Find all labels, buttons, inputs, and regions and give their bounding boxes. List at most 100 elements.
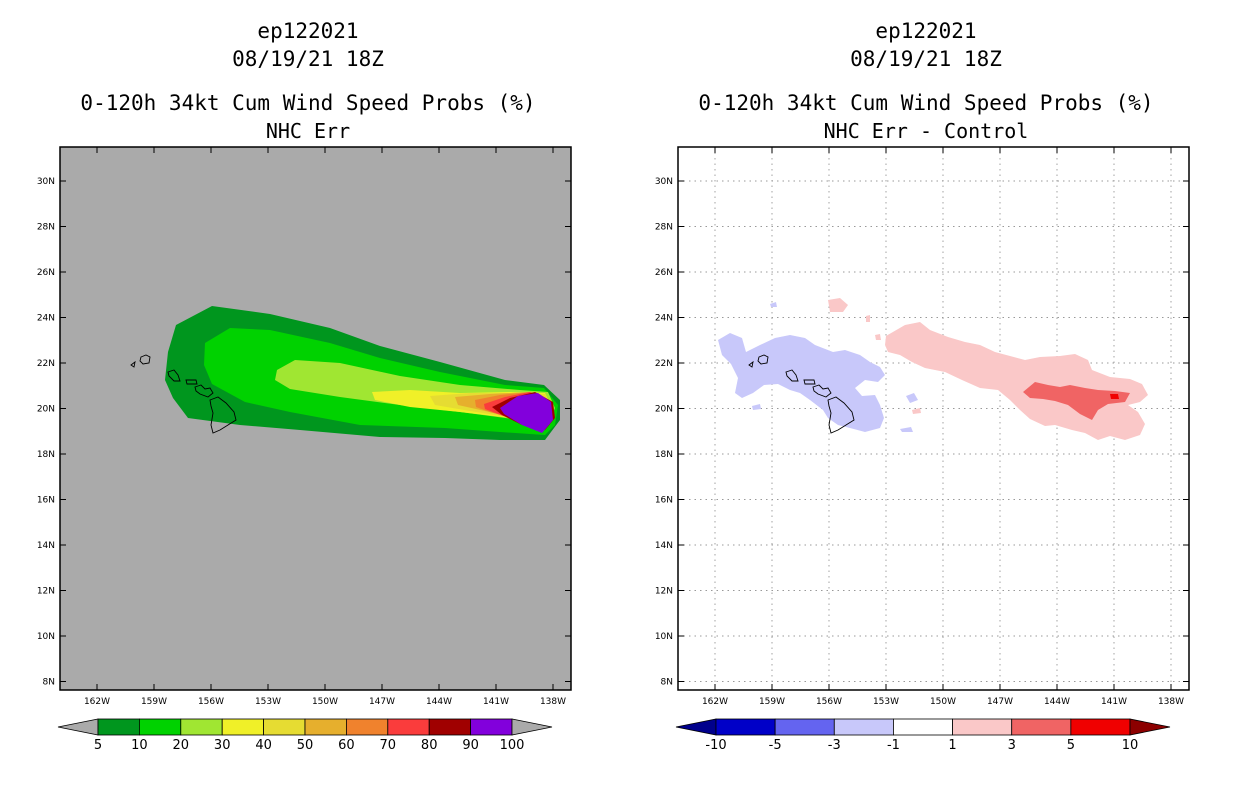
- colorbar-swatch: [97, 718, 140, 736]
- lat-label: 12N: [655, 587, 673, 597]
- right-subtitle: NHC Err - Control: [823, 119, 1029, 143]
- right-hawaii-islands: [748, 354, 855, 434]
- lon-label: 159W: [141, 697, 167, 707]
- left-map-panel: 30N 28N 26N 24N 22N 20N 18N 16N 14N 12N 10N 8N 162W 1…: [37, 146, 572, 753]
- colorbar-label: 50: [297, 738, 314, 753]
- colorbar-label: 40: [255, 738, 272, 753]
- lon-label: 150W: [930, 697, 956, 707]
- lat-label: 8N: [661, 678, 673, 688]
- right-map-frame: [677, 146, 1190, 691]
- colorbar-label: -1: [887, 738, 900, 753]
- left-oahu: [167, 369, 181, 382]
- diff-positive-region-3: [875, 334, 881, 340]
- colorbar-swatch: [893, 718, 953, 736]
- left-datetime: 08/19/21 18Z: [232, 47, 384, 71]
- lat-label: 26N: [655, 268, 673, 278]
- colorbar-label: -10: [705, 738, 726, 753]
- lat-label: 12N: [37, 587, 55, 597]
- colorbar-swatch: [221, 718, 264, 736]
- colorbar-label: 1: [948, 738, 956, 753]
- colorbar-label: 80: [421, 738, 438, 753]
- colorbar-label: 10: [1122, 738, 1139, 753]
- lat-label: 24N: [655, 314, 673, 324]
- lat-label: 28N: [37, 223, 55, 233]
- colorbar-swatch: [138, 718, 182, 736]
- colorbar-label: 60: [338, 738, 355, 753]
- diff-positive-region-1: [828, 298, 848, 312]
- colorbar-label: 30: [214, 738, 231, 753]
- lon-label: 147W: [987, 697, 1013, 707]
- right-big-island: [827, 396, 855, 434]
- colorbar-swatch: [952, 718, 1013, 736]
- lat-label: 18N: [655, 450, 673, 460]
- left-probability-contours: [165, 306, 560, 440]
- left-molokai: [185, 379, 198, 385]
- lon-label: 138W: [540, 697, 566, 707]
- left-kauai: [139, 354, 151, 365]
- right-niihau: [748, 360, 754, 368]
- colorbar-swatch: [715, 718, 776, 736]
- lon-label: 144W: [426, 697, 452, 707]
- left-hawaii-islands: [130, 354, 237, 434]
- colorbar-swatch: [387, 718, 430, 736]
- lat-label: 22N: [37, 359, 55, 369]
- left-axis-ticks: 30N 28N 26N 24N 22N 20N 18N 16N 14N 12N 10N 8N 162W 1…: [37, 147, 571, 707]
- right-datetime: 08/19/21 18Z: [850, 47, 1002, 71]
- colorbar-label: 3: [1008, 738, 1016, 753]
- lat-label: 10N: [655, 632, 673, 642]
- lon-label: 153W: [255, 697, 281, 707]
- lat-label: 14N: [37, 541, 55, 551]
- prob-contour-90: [500, 393, 553, 433]
- diff-negative-region-2: [752, 404, 761, 410]
- lat-label: 10N: [37, 632, 55, 642]
- lon-label: 138W: [1158, 697, 1184, 707]
- lon-label: 159W: [759, 697, 785, 707]
- colorbar-label: -3: [828, 738, 841, 753]
- lat-label: 20N: [655, 405, 673, 415]
- right-maui: [812, 384, 832, 398]
- colorbar-label: 10: [131, 738, 148, 753]
- colorbar-swatch: [470, 718, 513, 736]
- colorbar-swatch: [833, 718, 894, 736]
- lat-label: 22N: [655, 359, 673, 369]
- lon-label: 156W: [198, 697, 224, 707]
- right-colorbar: -10 -5 -3 -1 1 3 5 10: [675, 718, 1171, 753]
- colorbar-under-triangle: [57, 718, 99, 736]
- left-product-title: 0-120h 34kt Cum Wind Speed Probs (%): [80, 91, 536, 115]
- colorbar-over-triangle: [1129, 718, 1171, 736]
- right-product-title: 0-120h 34kt Cum Wind Speed Probs (%): [698, 91, 1154, 115]
- lat-label: 18N: [37, 450, 55, 460]
- right-map-panel: 30N 28N 26N 24N 22N 20N 18N 16N 14N 12N 10N 8N 162W 1…: [655, 146, 1190, 753]
- colorbar-label: 100: [500, 738, 525, 753]
- right-oahu: [785, 369, 799, 382]
- diff-positive-region-5pct: [1110, 394, 1119, 399]
- diff-positive-region-2: [866, 315, 870, 322]
- lon-label: 150W: [312, 697, 338, 707]
- diff-negative-region-1: [718, 333, 885, 432]
- lon-label: 141W: [483, 697, 509, 707]
- colorbar-swatch: [263, 718, 306, 736]
- right-molokai: [803, 379, 816, 385]
- lat-label: 20N: [37, 405, 55, 415]
- lat-label: 30N: [655, 177, 673, 187]
- diff-negative-region-5: [770, 302, 777, 307]
- left-colorbar: 5 10 20 30 40 50 60 70 80 90 100: [57, 718, 553, 753]
- lon-label: 147W: [369, 697, 395, 707]
- right-grid-lines: [678, 147, 1189, 690]
- lat-label: 30N: [37, 177, 55, 187]
- diff-positive-region-4: [912, 408, 921, 414]
- left-storm-id: ep122021: [257, 19, 359, 43]
- colorbar-label: 5: [94, 738, 102, 753]
- colorbar-label: 5: [1067, 738, 1075, 753]
- lon-label: 141W: [1101, 697, 1127, 707]
- left-subtitle: NHC Err: [265, 119, 351, 143]
- colorbar-over-triangle: [511, 718, 553, 736]
- colorbar-swatch: [180, 718, 223, 736]
- colorbar-swatch: [1011, 718, 1072, 736]
- lon-label: 162W: [84, 697, 110, 707]
- diff-negative-region-4: [906, 393, 918, 403]
- colorbar-label: -5: [769, 738, 782, 753]
- lon-label: 153W: [873, 697, 899, 707]
- lat-label: 14N: [655, 541, 673, 551]
